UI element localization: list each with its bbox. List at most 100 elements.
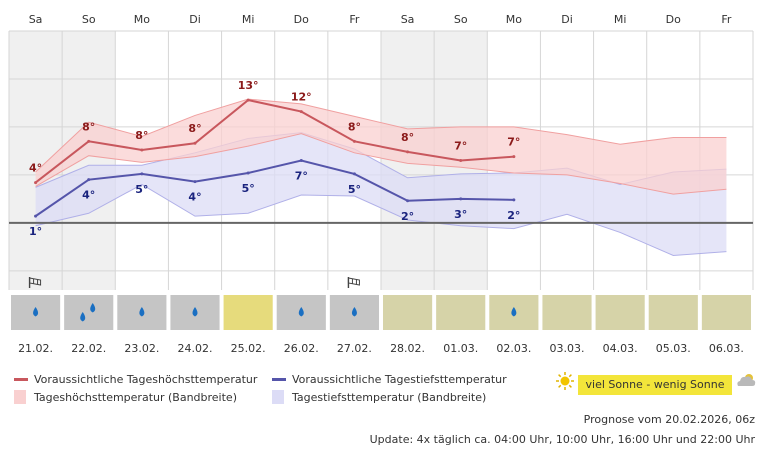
date-label: 23.02.	[124, 342, 159, 355]
min-temp-label: 5°	[348, 183, 361, 196]
date-label: 01.03.	[443, 342, 478, 355]
legend-min-band-label: Tagestiefsttemperatur (Bandbreite)	[292, 390, 487, 404]
temperature-chart: 4° 8° 8° 8° 13° 12° 8° 8° 7° 7° 1° 4° 5° 4° 5° 7° 5° 2° 3°…	[8, 13, 754, 355]
max-line-swatch	[14, 378, 28, 381]
date-label: 25.02.	[231, 342, 266, 355]
weather-tile	[64, 295, 114, 330]
max-temp-label: 7°	[454, 140, 467, 153]
min-temp-point	[34, 214, 38, 218]
weekday-label: Mo	[506, 13, 522, 26]
max-temp-label: 8°	[348, 120, 361, 133]
max-temp-label: 8°	[401, 131, 414, 144]
min-temp-line	[35, 159, 514, 217]
weekday-label: So	[82, 13, 96, 26]
max-temp-point	[87, 139, 91, 143]
max-temp-label: 8°	[188, 122, 201, 135]
raindrop-icon	[139, 307, 145, 317]
weekday-label: Do	[666, 13, 681, 26]
forecast-date: Prognose vom 20.02.2026, 06z	[583, 413, 755, 426]
raindrop-icon	[90, 303, 96, 313]
update-info: Update: 4x täglich ca. 04:00 Uhr, 10:00 …	[369, 433, 755, 446]
min-temp-label: 4°	[188, 191, 201, 204]
weekday-label: Sa	[29, 13, 43, 26]
weekday-label: Fr	[349, 13, 360, 26]
max-temp-point	[34, 181, 38, 185]
max-temp-point	[193, 141, 197, 145]
min-temp-point	[512, 198, 516, 202]
min-temp-point	[459, 197, 463, 201]
min-temp-point	[299, 159, 303, 162]
max-temp-point	[512, 155, 516, 159]
min-band-swatch	[272, 390, 284, 404]
weather-tile	[223, 295, 273, 330]
date-label: 24.02.	[178, 342, 213, 355]
legend-min-line: Voraussichtliche Tagestiefsttemperatur	[272, 373, 507, 386]
min-temp-label: 4°	[82, 189, 95, 202]
weather-tile	[595, 295, 645, 330]
max-temp-label: 8°	[82, 120, 95, 133]
max-temp-label: 13°	[238, 79, 259, 92]
raindrop-icon	[351, 307, 357, 317]
min-temp-point	[406, 199, 410, 203]
min-temp-label: 2°	[507, 209, 520, 222]
date-label: 05.03.	[656, 342, 691, 355]
min-temp-point	[246, 171, 250, 175]
weather-tile	[383, 295, 433, 330]
min-temp-point	[140, 172, 144, 176]
min-line-swatch	[272, 378, 286, 381]
max-temp-point	[352, 139, 356, 143]
min-temp-band-lower-edge	[35, 183, 727, 256]
date-label: 26.02.	[284, 342, 319, 355]
sunshine-scale: viel Sonne - wenig Sonne	[578, 375, 732, 395]
min-temp-band	[35, 132, 727, 256]
date-label: 02.03.	[496, 342, 531, 355]
wind-sock	[29, 277, 42, 286]
legend-max-line-label: Voraussichtliche Tageshöchsttemperatur	[34, 373, 258, 386]
min-temp-label: 7°	[295, 170, 308, 183]
date-label: 04.03.	[603, 342, 638, 355]
weekday-label: Sa	[401, 13, 415, 26]
weekday-label: Di	[189, 13, 201, 26]
min-temp-point	[352, 172, 356, 176]
date-label: 27.02.	[337, 342, 372, 355]
cloud-icon	[737, 374, 756, 386]
date-label: 06.03.	[709, 342, 744, 355]
max-temp-point	[246, 98, 250, 102]
min-temp-label: 1°	[29, 225, 42, 238]
min-temp-label: 5°	[242, 182, 255, 195]
weekday-label: So	[454, 13, 468, 26]
wind-sock	[347, 277, 360, 286]
weekday-label: Do	[294, 13, 309, 26]
legend-max-band: Tageshöchsttemperatur (Bandbreite)	[14, 390, 237, 404]
max-temp-point	[299, 110, 303, 114]
weather-tile	[542, 295, 592, 330]
legend-max-line: Voraussichtliche Tageshöchsttemperatur	[14, 373, 257, 386]
legend-min-band: Tagestiefsttemperatur (Bandbreite)	[272, 390, 486, 404]
max-temp-band-upper-edge	[35, 98, 727, 173]
raindrop-icon	[80, 312, 86, 322]
sun-icon	[556, 372, 574, 390]
raindrop-icon	[33, 307, 39, 317]
max-temp-point	[406, 150, 410, 154]
max-temp-label: 4°	[29, 162, 42, 175]
weather-tile	[648, 295, 698, 330]
weekday-label: Mo	[134, 13, 150, 26]
max-temp-point	[459, 159, 463, 162]
max-temp-band-lower-edge	[35, 133, 727, 195]
weekday-label: Fr	[721, 13, 732, 26]
date-label: 22.02.	[71, 342, 106, 355]
min-temp-point	[87, 178, 91, 182]
date-label: 28.02.	[390, 342, 425, 355]
raindrop-icon	[192, 307, 198, 317]
raindrop-icon	[298, 307, 304, 317]
weekday-label: Mi	[242, 13, 255, 26]
weekday-label: Mi	[614, 13, 627, 26]
raindrop-icon	[511, 307, 517, 317]
weekday-label: Di	[561, 13, 573, 26]
wind-icon	[28, 277, 42, 288]
max-temp-line	[34, 98, 514, 184]
max-temp-label: 12°	[291, 91, 312, 104]
weather-tile	[436, 295, 486, 330]
weather-tile	[701, 295, 751, 330]
date-label: 03.03.	[550, 342, 585, 355]
